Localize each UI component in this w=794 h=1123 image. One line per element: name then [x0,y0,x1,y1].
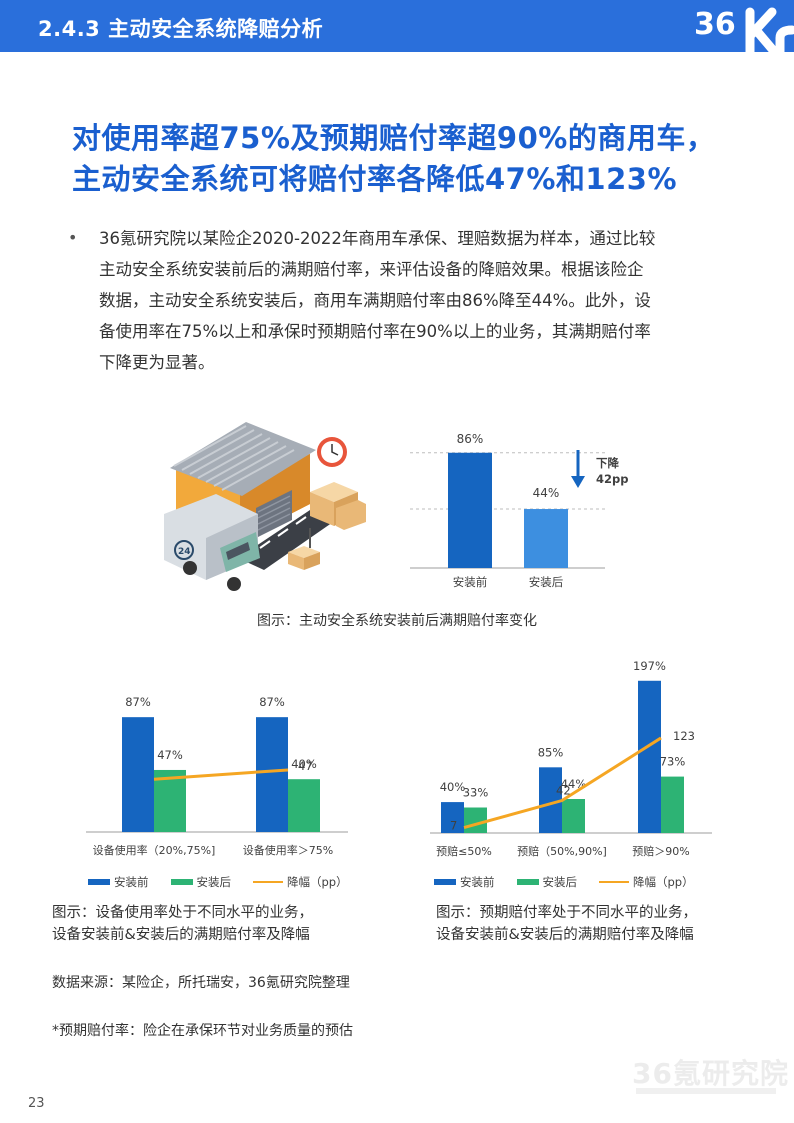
data-label-before: 87% [125,695,151,709]
legend-swatch-before [88,879,110,885]
data-label: 86% [457,432,484,446]
36kr-logo: 36 [694,7,794,54]
legend-label-before-2: 安装前 [460,875,495,889]
bar-before [448,452,492,568]
x-tick-label: 设备使用率（20%,75%] [93,843,216,857]
chart-usage: 87% 47% 设备使用率（20%,75%] 87% 40% 设备使用率＞75% 47 [86,672,366,864]
bar-before [638,680,661,833]
data-label: 44% [533,486,560,500]
drop-arrow-head [571,476,585,488]
bar-before [122,717,154,832]
headline-line-1: 对使用率超75%及预期赔付率超90%的商用车， [72,121,716,155]
header-bar [0,0,794,52]
drop-annotation-line-1: 下降 [596,456,619,470]
chart-overall: 86% 安装前 44% 安装后 下降 42pp [400,404,628,596]
definition-note: *预期赔付率：险企在承保环节对业务质量的预估 [52,1023,353,1039]
x-tick-label: 预赔≤50% [436,844,492,858]
chart-usage-caption: 图示：设备使用率处于不同水平的业务， 设备安装前&安装后的满期赔付率及降幅 [52,902,313,946]
headline-line-2: 主动安全系统可将赔付率各降低47%和123% [72,162,678,196]
data-label-after: 33% [463,786,489,800]
svg-text:24: 24 [178,547,191,557]
bar-after [524,509,568,568]
bar-before [441,802,464,833]
data-label-before: 40% [440,780,466,794]
bullet-line-2: 主动安全系统安装前后的满期赔付率，来评估设备的降赔效果。根据该险企 [99,260,644,279]
chart-usage-svg: 87% 47% 设备使用率（20%,75%] 87% 40% 设备使用率＞75% 47 [86,695,348,857]
bar-after [562,799,585,833]
chart-expected-loss-legend: 安装前 安装后 降幅（pp） [434,874,716,890]
x-tick-label: 安装前 [453,575,488,589]
drop-line-label: 123 [673,729,695,743]
bullet-line-4: 备使用率在75%以上和承保时预期赔付率在90%以上的业务，其满期赔付率 [99,322,651,341]
chart-expected-loss-svg: 40%33%预赔≤50%85%44%预赔（50%,90%]197%73%预赔＞9… [430,659,712,858]
bullet-paragraph: 36氪研究院以某险企2020-2022年商用车承保、理赔数据为样本，通过比较 主… [99,223,749,378]
chart-overall-caption: 图示：主动安全系统安装前后满期赔付率变化 [257,613,537,629]
drop-line-label: 7 [450,819,457,833]
x-tick-label: 预赔＞90% [632,844,689,858]
legend-item-after-2: 安装后 [516,874,578,890]
data-label-before: 85% [538,745,564,759]
chart-usage-caption-line-1: 图示：设备使用率处于不同水平的业务， [52,905,313,921]
bullet-line-5: 下降更为显著。 [99,353,215,372]
chart-expected-loss-caption-line-1: 图示：预期赔付率处于不同水平的业务， [436,905,697,921]
x-tick-label: 设备使用率＞75% [243,843,333,857]
data-label-before: 87% [259,695,285,709]
legend-swatch-before-2 [434,879,456,885]
legend-label-drop-2: 降幅（pp） [633,875,694,889]
legend-item-before: 安装前 [88,874,149,890]
legend-item-before-2: 安装前 [434,874,495,890]
page-number: 23 [28,1096,45,1111]
legend-label-after: 安装后 [196,875,232,889]
bullet-marker: • [68,228,78,247]
bar-before [539,767,562,833]
data-label-before: 197% [633,659,666,673]
data-label-after: 73% [660,755,686,769]
bar-after [288,779,320,832]
legend-line-drop [253,881,283,883]
legend-item-after: 安装后 [170,874,232,890]
bullet-line-3: 数据，主动安全系统安装后，商用车满期赔付率由86%降至44%。此外，设 [99,291,651,310]
headline: 对使用率超75%及预期赔付率超90%的商用车， 主动安全系统可将赔付率各降低47… [72,118,715,200]
data-label-after: 40% [291,757,317,771]
data-label-after: 47% [157,748,183,762]
legend-item-drop-2: 降幅（pp） [599,874,694,890]
legend-line-drop-2 [599,881,629,883]
bar-after [661,776,684,833]
legend-item-drop: 降幅（pp） [253,874,348,890]
data-source-note: 数据来源：某险企，所托瑞安，36氪研究院整理 [52,975,350,991]
legend-label-drop: 降幅（pp） [287,875,348,889]
svg-text:36: 36 [694,7,736,42]
drop-annotation-line-2: 42pp [596,472,628,486]
bullet-line-1: 36氪研究院以某险企2020-2022年商用车承保、理赔数据为样本，通过比较 [99,229,656,248]
chart-expected-loss-caption: 图示：预期赔付率处于不同水平的业务， 设备安装前&安装后的满期赔付率及降幅 [436,902,697,946]
drop-line [463,736,662,830]
x-tick-label: 预赔（50%,90%] [517,844,607,858]
chart-usage-legend: 安装前 安装后 降幅（pp） [88,874,370,890]
drop-line [153,768,289,781]
section-title: 2.4.3 主动安全系统降赔分析 [38,17,324,41]
chart-usage-caption-line-2: 设备安装前&安装后的满期赔付率及降幅 [52,927,310,943]
legend-swatch-after [170,879,193,885]
drop-line-label: 47 [298,759,313,773]
legend-label-before: 安装前 [114,875,149,889]
x-tick-label: 安装后 [529,575,564,589]
watermark-underline [636,1088,776,1094]
chart-expected-loss: 40% 33% 预赔≤50% 85% 44% 预赔（50%,90%] 197% 73% 预赔＞9… [430,659,720,864]
warehouse-truck-illustration: 24 [164,422,366,591]
watermark: 36氪研究院 [632,1057,789,1090]
chart-overall-svg: 86% 安装前 44% 安装后 下降 42pp [410,432,628,589]
legend-swatch-after-2 [516,879,539,885]
bar-before [256,717,288,832]
legend-label-after-2: 安装后 [542,875,578,889]
drop-line-label: 42 [556,784,571,798]
chart-expected-loss-caption-line-2: 设备安装前&安装后的满期赔付率及降幅 [436,927,694,943]
bar-after [464,807,487,833]
